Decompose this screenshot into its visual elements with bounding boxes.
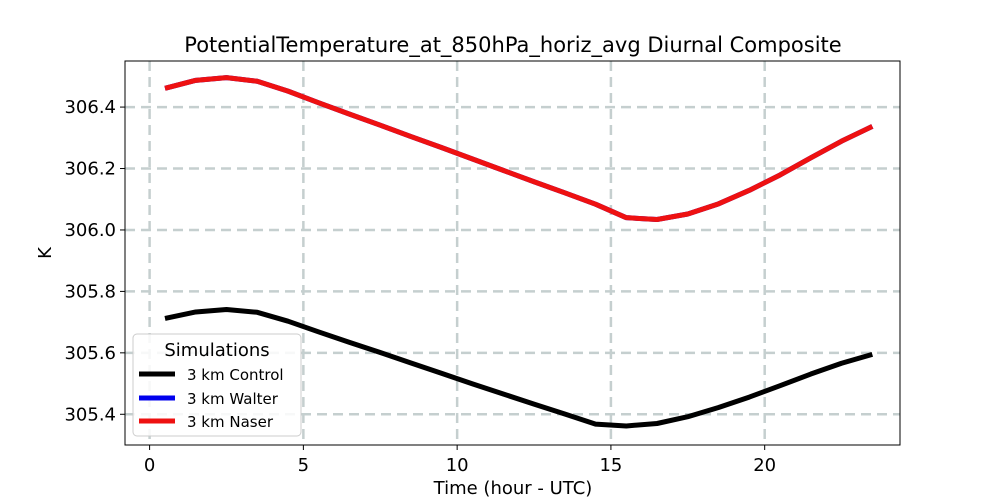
y-tick-label: 305.8 [64,281,116,302]
series-line-3-km-naser [164,75,874,223]
chart-title: PotentialTemperature_at_850hPa_horiz_avg… [184,33,841,58]
y-tick-label: 306.2 [64,159,116,180]
y-axis: 305.4 305.6 305.8 306.0 306.2 306.4 [64,97,125,425]
x-axis: 0 5 10 15 20 [144,445,776,476]
legend: Simulations 3 km Control 3 km Walter 3 k… [132,333,302,437]
x-tick-label: 0 [144,455,155,476]
x-tick-label: 10 [446,455,469,476]
y-axis-label: K [35,246,56,259]
legend-label-naser: 3 km Naser [187,413,274,431]
series-line-3-km-walter [164,75,874,223]
series-group [164,75,874,429]
y-tick-label: 306.0 [64,220,116,241]
legend-label-control: 3 km Control [187,366,284,384]
legend-title: Simulations [164,340,269,361]
x-tick-label: 5 [298,455,309,476]
y-tick-label: 306.4 [64,97,116,118]
x-axis-label: Time (hour - UTC) [433,478,593,499]
x-tick-label: 15 [599,455,622,476]
series-line-3-km-control [164,307,874,429]
x-tick-label: 20 [753,455,776,476]
plot-frame [124,60,901,446]
legend-box [132,333,302,437]
legend-label-walter: 3 km Walter [187,390,279,408]
y-tick-label: 305.4 [64,404,116,425]
y-tick-label: 305.6 [64,343,116,364]
